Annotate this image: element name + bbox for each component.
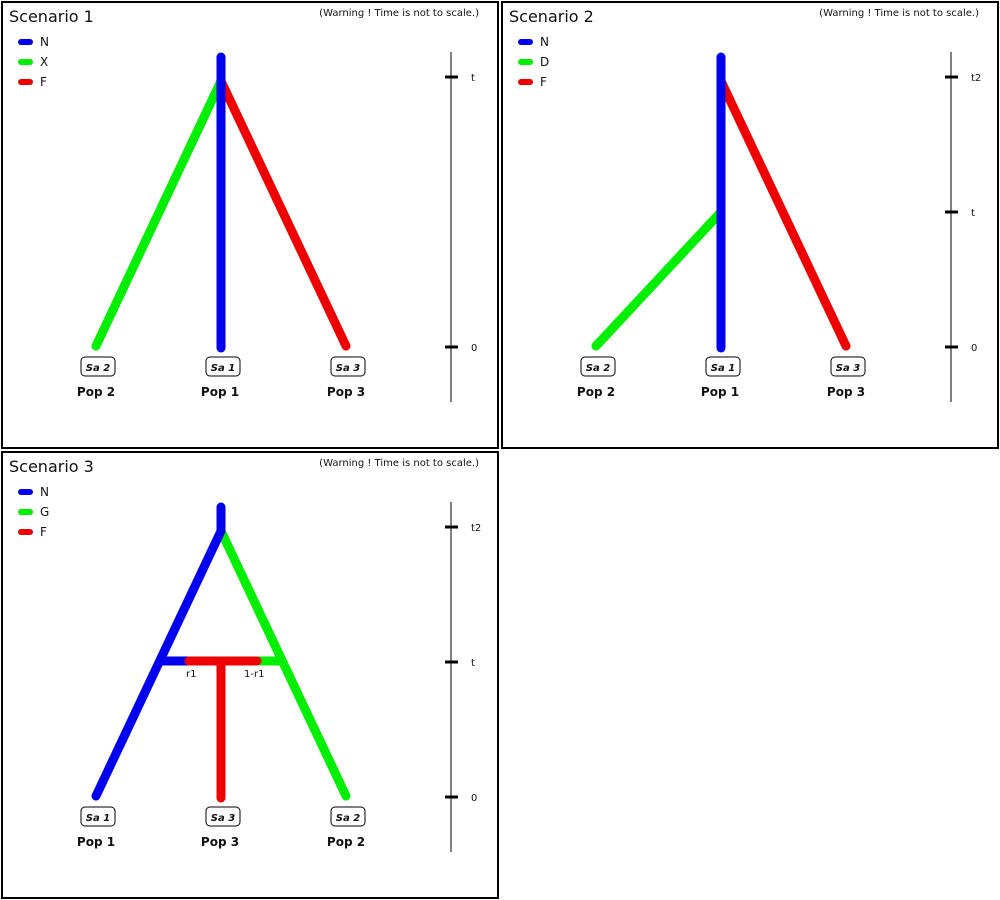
- sample-box: [330, 806, 366, 827]
- tick-label: t2: [971, 73, 981, 84]
- tick-label: t: [971, 208, 975, 219]
- tree-branches: [91, 52, 351, 353]
- tick-label: t2: [471, 523, 481, 534]
- branch-green: [91, 76, 226, 351]
- scenario-title: Scenario 1: [9, 7, 94, 26]
- admix-rate-label: r1: [186, 669, 196, 680]
- admix-rate-label: 1-r1: [244, 669, 264, 680]
- warning-note: (Warning ! Time is not to scale.): [819, 8, 979, 19]
- sample-labels: Sa 1 Sa 3 Sa 2 Pop 1 Pop 3 Pop 2: [77, 806, 366, 849]
- sample-label: Sa 1: [711, 363, 735, 374]
- legend: N G F: [18, 485, 49, 539]
- legend-label: N: [40, 35, 49, 49]
- legend-label: F: [40, 75, 47, 89]
- sample-box: [830, 356, 866, 377]
- legend-label: G: [40, 505, 49, 519]
- tick-label: 0: [971, 343, 977, 354]
- tick-label: 0: [471, 793, 477, 804]
- population-label: Pop 2: [77, 385, 115, 399]
- sample-label: Sa 1: [86, 813, 110, 824]
- branch-green: [591, 208, 725, 351]
- legend-label: X: [40, 55, 48, 69]
- sample-label: Sa 3: [836, 363, 860, 374]
- tick-label: 0: [471, 343, 477, 354]
- sample-box: [705, 356, 741, 377]
- sample-box: [80, 356, 116, 377]
- population-label: Pop 1: [201, 385, 239, 399]
- time-axis: t 0: [445, 52, 477, 402]
- sample-labels: Sa 2 Sa 1 Sa 3 Pop 2 Pop 1 Pop 3: [77, 356, 366, 399]
- warning-note: (Warning ! Time is not to scale.): [319, 458, 479, 469]
- sample-box: [330, 356, 366, 377]
- time-axis: t2 t 0: [445, 502, 481, 852]
- scenario-3-diagram: Scenario 3 (Warning ! Time is not to sca…: [9, 457, 481, 852]
- branch-blue: [91, 526, 226, 801]
- sample-label: Sa 2: [86, 363, 110, 374]
- population-label: Pop 1: [701, 385, 739, 399]
- population-label: Pop 3: [201, 835, 239, 849]
- branch-red: [716, 76, 851, 351]
- sample-box: [80, 806, 116, 827]
- warning-note: (Warning ! Time is not to scale.): [319, 8, 479, 19]
- population-label: Pop 2: [327, 835, 365, 849]
- sample-label: Sa 3: [211, 813, 235, 824]
- scenario-3-panel: Scenario 3 (Warning ! Time is not to sca…: [1, 451, 499, 899]
- legend-label: F: [40, 525, 47, 539]
- scenario-2-panel: Scenario 2 (Warning ! Time is not to sca…: [501, 1, 999, 449]
- time-axis: t2 t 0: [945, 52, 981, 402]
- tick-label: t: [471, 73, 475, 84]
- population-label: Pop 3: [327, 385, 365, 399]
- sample-box: [205, 806, 241, 827]
- legend: N D F: [518, 35, 549, 89]
- sample-label: Sa 1: [211, 363, 235, 374]
- scenario-title: Scenario 3: [9, 457, 94, 476]
- sample-label: Sa 2: [336, 813, 360, 824]
- scenario-1-panel: Scenario 1 (Warning ! Time is not to sca…: [1, 1, 499, 449]
- legend: N X F: [18, 35, 49, 89]
- population-label: Pop 3: [827, 385, 865, 399]
- branch-red: [216, 76, 351, 351]
- population-label: Pop 2: [577, 385, 615, 399]
- sample-box: [205, 356, 241, 377]
- legend-label: F: [540, 75, 547, 89]
- legend-label: D: [540, 55, 549, 69]
- tick-label: t: [471, 658, 475, 669]
- sample-label: Sa 3: [336, 363, 360, 374]
- tree-branches: [91, 502, 351, 803]
- population-label: Pop 1: [77, 835, 115, 849]
- legend-label: N: [540, 35, 549, 49]
- scenario-title: Scenario 2: [509, 7, 594, 26]
- tree-branches: [591, 52, 851, 353]
- legend-label: N: [40, 485, 49, 499]
- scenario-2-diagram: Scenario 2 (Warning ! Time is not to sca…: [509, 7, 981, 402]
- sample-label: Sa 2: [586, 363, 610, 374]
- sample-box: [580, 356, 616, 377]
- sample-labels: Sa 2 Sa 1 Sa 3 Pop 2 Pop 1 Pop 3: [577, 356, 866, 399]
- scenario-1-diagram: Scenario 1 (Warning ! Time is not to sca…: [9, 7, 479, 402]
